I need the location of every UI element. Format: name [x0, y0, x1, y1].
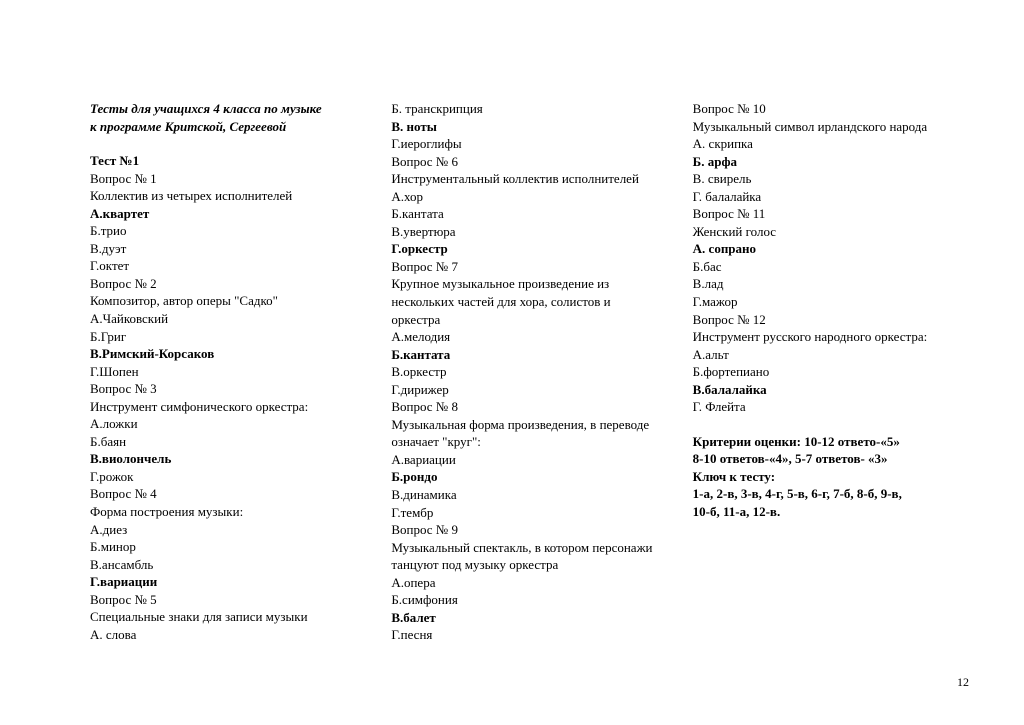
- key-line-1: 1-а, 2-в, 3-в, 4-г, 5-в, 6-г, 7-б, 8-б, …: [693, 485, 964, 503]
- q11-c: В.лад: [693, 275, 964, 293]
- q2-d: Г.Шопен: [90, 363, 361, 381]
- key-line-2: 10-б, 11-а, 12-в.: [693, 503, 964, 521]
- q7-number: Вопрос № 7: [391, 258, 662, 276]
- q12-d: Г. Флейта: [693, 398, 964, 416]
- q5-text: Специальные знаки для записи музыки: [90, 608, 361, 626]
- q5-d: Г.иероглифы: [391, 135, 662, 153]
- q3-text: Инструмент симфонического оркестра:: [90, 398, 361, 416]
- q7-c: В.оркестр: [391, 363, 662, 381]
- q9-b: Б.симфония: [391, 591, 662, 609]
- q7-d: Г.дирижер: [391, 381, 662, 399]
- q3-number: Вопрос № 3: [90, 380, 361, 398]
- q6-c: В.увертюра: [391, 223, 662, 241]
- q9-a: А.опера: [391, 574, 662, 592]
- q2-c: В.Римский-Корсаков: [90, 345, 361, 363]
- q2-text: Композитор, автор оперы "Садко": [90, 292, 361, 310]
- q2-number: Вопрос № 2: [90, 275, 361, 293]
- q10-c: В. свирель: [693, 170, 964, 188]
- blank: [90, 135, 361, 152]
- q6-text: Инструментальный коллектив исполнителей: [391, 170, 662, 188]
- blank: [693, 416, 964, 433]
- q2-a: А.Чайковский: [90, 310, 361, 328]
- q8-a: А.вариации: [391, 451, 662, 469]
- q9-number: Вопрос № 9: [391, 521, 662, 539]
- q11-a: А. сопрано: [693, 240, 964, 258]
- q8-b: Б.рондо: [391, 468, 662, 486]
- criteria-line-2: 8-10 ответов-«4», 5-7 ответов- «3»: [693, 450, 964, 468]
- q4-text: Форма построения музыки:: [90, 503, 361, 521]
- q1-a: А.квартет: [90, 205, 361, 223]
- q10-a: А. скрипка: [693, 135, 964, 153]
- criteria-line-1: Критерии оценки: 10-12 ответо-«5»: [693, 433, 964, 451]
- q9-text: Музыкальный спектакль, в котором персона…: [391, 539, 662, 574]
- q9-d: Г.песня: [391, 626, 662, 644]
- q12-text: Инструмент русского народного оркестра:: [693, 328, 964, 346]
- q11-d: Г.мажор: [693, 293, 964, 311]
- q8-d: Г.тембр: [391, 504, 662, 522]
- q4-c: В.ансамбль: [90, 556, 361, 574]
- q1-number: Вопрос № 1: [90, 170, 361, 188]
- q12-a: А.альт: [693, 346, 964, 364]
- q3-c: В.виолончель: [90, 450, 361, 468]
- q6-number: Вопрос № 6: [391, 153, 662, 171]
- q12-number: Вопрос № 12: [693, 311, 964, 329]
- title-line-2: к программе Критской, Сергеевой: [90, 118, 361, 136]
- q11-b: Б.бас: [693, 258, 964, 276]
- title-line-1: Тесты для учащихся 4 класса по музыке: [90, 100, 361, 118]
- q6-b: Б.кантата: [391, 205, 662, 223]
- q5-c: В. ноты: [391, 118, 662, 136]
- q6-d: Г.оркестр: [391, 240, 662, 258]
- q11-number: Вопрос № 11: [693, 205, 964, 223]
- document-page: Тесты для учащихся 4 класса по музыке к …: [0, 0, 1024, 690]
- q4-d: Г.вариации: [90, 573, 361, 591]
- q10-number: Вопрос № 10: [693, 100, 964, 118]
- q1-text: Коллектив из четырех исполнителей: [90, 187, 361, 205]
- q9-c: В.балет: [391, 609, 662, 627]
- q4-number: Вопрос № 4: [90, 485, 361, 503]
- page-number: 12: [957, 675, 969, 690]
- q5-a: А. слова: [90, 626, 361, 644]
- q3-d: Г.рожок: [90, 468, 361, 486]
- q7-a: А.мелодия: [391, 328, 662, 346]
- test-heading: Тест №1: [90, 152, 361, 170]
- q12-b: Б.фортепиано: [693, 363, 964, 381]
- q5-b: Б. транскрипция: [391, 100, 662, 118]
- q10-text: Музыкальный символ ирландского народа: [693, 118, 964, 136]
- q7-b: Б.кантата: [391, 346, 662, 364]
- q2-b: Б.Григ: [90, 328, 361, 346]
- q12-c: В.балалайка: [693, 381, 964, 399]
- q8-c: В.динамика: [391, 486, 662, 504]
- q10-d: Г. балалайка: [693, 188, 964, 206]
- q3-b: Б.баян: [90, 433, 361, 451]
- key-heading: Ключ к тесту:: [693, 468, 964, 486]
- q8-text: Музыкальная форма произведения, в перево…: [391, 416, 662, 451]
- q11-text: Женский голос: [693, 223, 964, 241]
- q8-number: Вопрос № 8: [391, 398, 662, 416]
- q10-b: Б. арфа: [693, 153, 964, 171]
- q1-c: В.дуэт: [90, 240, 361, 258]
- q4-b: Б.минор: [90, 538, 361, 556]
- q7-text: Крупное музыкальное произведение из неск…: [391, 275, 662, 328]
- q6-a: А.хор: [391, 188, 662, 206]
- q1-b: Б.трио: [90, 222, 361, 240]
- q5-number: Вопрос № 5: [90, 591, 361, 609]
- q4-a: А.диез: [90, 521, 361, 539]
- q3-a: А.ложки: [90, 415, 361, 433]
- q1-d: Г.октет: [90, 257, 361, 275]
